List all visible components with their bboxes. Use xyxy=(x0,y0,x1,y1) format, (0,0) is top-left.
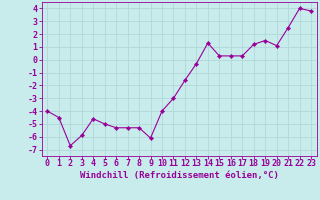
X-axis label: Windchill (Refroidissement éolien,°C): Windchill (Refroidissement éolien,°C) xyxy=(80,171,279,180)
